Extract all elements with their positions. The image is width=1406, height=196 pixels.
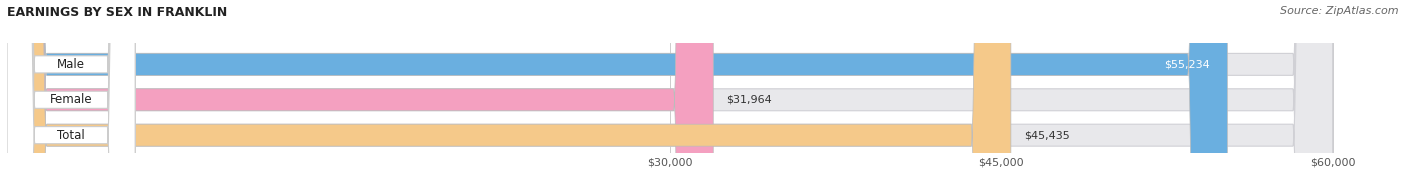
Text: Source: ZipAtlas.com: Source: ZipAtlas.com [1281, 6, 1399, 16]
FancyBboxPatch shape [7, 0, 135, 196]
Text: Female: Female [49, 93, 93, 106]
FancyBboxPatch shape [7, 0, 1011, 196]
FancyBboxPatch shape [7, 0, 713, 196]
FancyBboxPatch shape [7, 0, 1333, 196]
Text: Total: Total [58, 129, 84, 142]
Text: EARNINGS BY SEX IN FRANKLIN: EARNINGS BY SEX IN FRANKLIN [7, 6, 228, 19]
Text: $55,234: $55,234 [1164, 59, 1209, 69]
FancyBboxPatch shape [7, 0, 135, 196]
Text: Male: Male [58, 58, 86, 71]
FancyBboxPatch shape [7, 0, 1227, 196]
FancyBboxPatch shape [7, 0, 1333, 196]
FancyBboxPatch shape [7, 0, 135, 196]
Text: $45,435: $45,435 [1024, 130, 1070, 140]
FancyBboxPatch shape [7, 0, 1333, 196]
Text: $31,964: $31,964 [727, 95, 772, 105]
